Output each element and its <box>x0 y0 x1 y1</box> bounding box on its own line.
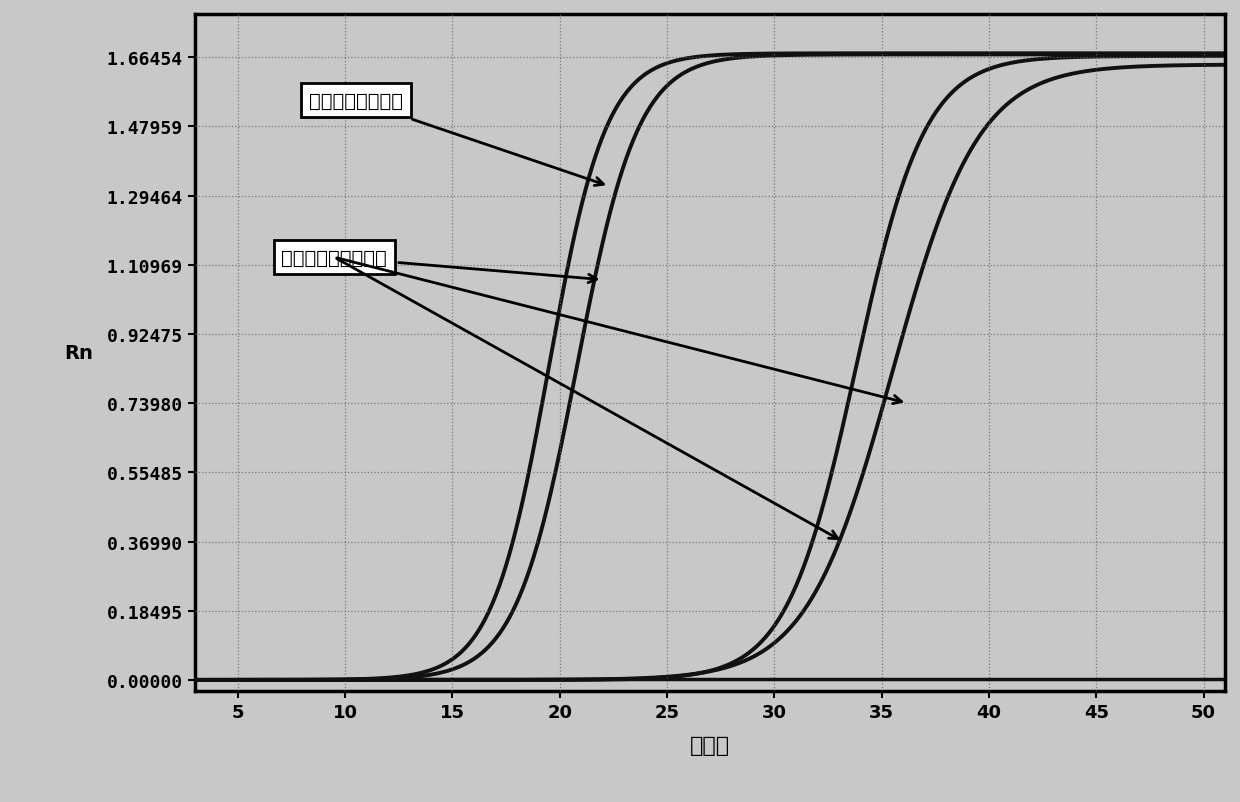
X-axis label: 循环数: 循环数 <box>689 735 730 755</box>
Y-axis label: Rn: Rn <box>64 344 93 363</box>
Text: 样本与裂解液不混匀: 样本与裂解液不混匀 <box>281 249 596 283</box>
Text: 样本与裂解液混匀: 样本与裂解液混匀 <box>309 91 604 186</box>
